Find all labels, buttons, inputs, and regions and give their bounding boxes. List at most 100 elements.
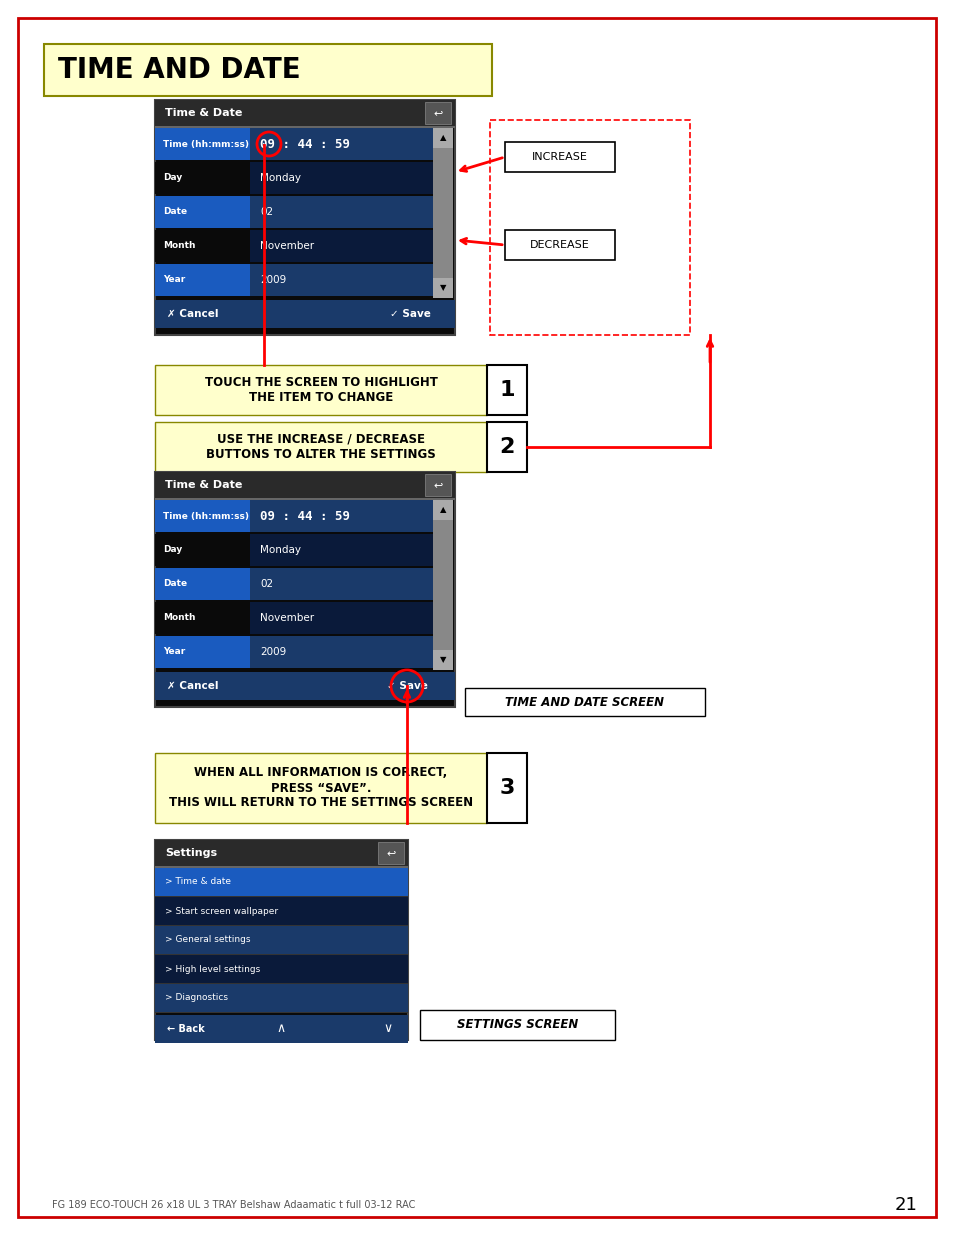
Bar bbox=[250, 636, 433, 668]
Bar bbox=[490, 120, 689, 335]
Text: 09 : 44 : 59: 09 : 44 : 59 bbox=[260, 137, 350, 151]
Text: ✗ Cancel: ✗ Cancel bbox=[167, 309, 218, 319]
Bar bbox=[154, 162, 250, 194]
Bar bbox=[464, 688, 704, 716]
Bar bbox=[154, 472, 455, 706]
Text: ↩: ↩ bbox=[433, 480, 442, 490]
Text: > Diagnostics: > Diagnostics bbox=[165, 993, 228, 1003]
Text: > Start screen wallpaper: > Start screen wallpaper bbox=[165, 906, 278, 915]
Text: Year: Year bbox=[163, 275, 185, 284]
Text: Time (hh:mm:ss): Time (hh:mm:ss) bbox=[163, 140, 249, 148]
Text: 2009: 2009 bbox=[260, 647, 286, 657]
Bar bbox=[154, 866, 408, 868]
Text: TIME AND DATE: TIME AND DATE bbox=[58, 56, 300, 84]
Bar bbox=[154, 534, 250, 566]
Bar bbox=[433, 500, 453, 520]
Text: Day: Day bbox=[163, 546, 182, 555]
Text: Year: Year bbox=[163, 647, 185, 657]
Bar bbox=[154, 264, 250, 296]
Bar bbox=[154, 955, 408, 983]
Bar bbox=[250, 568, 433, 600]
Text: ↩: ↩ bbox=[386, 848, 395, 858]
Text: > Time & date: > Time & date bbox=[165, 878, 231, 887]
Bar bbox=[154, 672, 455, 700]
Bar bbox=[250, 500, 433, 532]
Bar bbox=[154, 1015, 408, 1044]
Bar bbox=[154, 100, 455, 335]
Text: ▲: ▲ bbox=[439, 505, 446, 515]
Text: ∧: ∧ bbox=[276, 1023, 285, 1035]
Text: November: November bbox=[260, 613, 314, 622]
Text: INCREASE: INCREASE bbox=[532, 152, 587, 162]
Bar bbox=[250, 264, 433, 296]
Bar bbox=[250, 128, 433, 161]
Bar bbox=[154, 568, 250, 600]
Text: Day: Day bbox=[163, 173, 182, 183]
Text: Monday: Monday bbox=[260, 545, 301, 555]
Bar bbox=[250, 230, 433, 262]
Bar bbox=[433, 128, 453, 148]
Bar bbox=[486, 753, 526, 823]
Bar bbox=[154, 498, 455, 500]
Bar bbox=[250, 601, 433, 634]
Bar bbox=[154, 366, 486, 415]
Text: 21: 21 bbox=[894, 1195, 917, 1214]
Text: ✓ Save: ✓ Save bbox=[386, 680, 427, 692]
Text: WHEN ALL INFORMATION IS CORRECT,
PRESS “SAVE”.
THIS WILL RETURN TO THE SETTINGS : WHEN ALL INFORMATION IS CORRECT, PRESS “… bbox=[169, 767, 473, 809]
Text: ✓ Save: ✓ Save bbox=[390, 309, 431, 319]
Bar bbox=[154, 636, 250, 668]
Text: ▼: ▼ bbox=[439, 656, 446, 664]
Text: Time (hh:mm:ss): Time (hh:mm:ss) bbox=[163, 511, 249, 520]
Text: 2: 2 bbox=[498, 437, 515, 457]
Bar bbox=[154, 196, 250, 228]
Text: ↩: ↩ bbox=[433, 107, 442, 119]
Bar bbox=[486, 422, 526, 472]
Text: Date: Date bbox=[163, 579, 187, 589]
Text: TIME AND DATE SCREEN: TIME AND DATE SCREEN bbox=[505, 695, 664, 709]
Bar bbox=[433, 278, 453, 298]
Text: Month: Month bbox=[163, 614, 195, 622]
Text: Time & Date: Time & Date bbox=[165, 480, 242, 490]
Bar bbox=[433, 650, 453, 671]
Text: > High level settings: > High level settings bbox=[165, 965, 260, 973]
Bar bbox=[154, 500, 250, 532]
Text: FG 189 ECO-TOUCH 26 x18 UL 3 TRAY Belshaw Adaamatic t full 03-12 RAC: FG 189 ECO-TOUCH 26 x18 UL 3 TRAY Belsha… bbox=[52, 1200, 415, 1210]
Text: 02: 02 bbox=[260, 207, 273, 217]
Text: Settings: Settings bbox=[165, 848, 217, 858]
Text: SETTINGS SCREEN: SETTINGS SCREEN bbox=[456, 1019, 578, 1031]
Bar bbox=[154, 601, 250, 634]
Text: Time & Date: Time & Date bbox=[165, 107, 242, 119]
Text: ✗ Cancel: ✗ Cancel bbox=[167, 680, 218, 692]
Bar bbox=[377, 842, 403, 864]
Text: Month: Month bbox=[163, 242, 195, 251]
Text: TOUCH THE SCREEN TO HIGHLIGHT
THE ITEM TO CHANGE: TOUCH THE SCREEN TO HIGHLIGHT THE ITEM T… bbox=[204, 375, 437, 404]
Text: ▼: ▼ bbox=[439, 284, 446, 293]
Bar bbox=[154, 472, 455, 498]
Bar bbox=[44, 44, 492, 96]
Bar bbox=[250, 534, 433, 566]
Bar bbox=[433, 500, 453, 671]
Text: ∨: ∨ bbox=[383, 1023, 392, 1035]
Text: ← Back: ← Back bbox=[167, 1024, 205, 1034]
Bar bbox=[154, 840, 408, 866]
Text: November: November bbox=[260, 241, 314, 251]
Text: 3: 3 bbox=[498, 778, 515, 798]
Bar bbox=[154, 984, 408, 1011]
Bar bbox=[154, 926, 408, 953]
Text: ▲: ▲ bbox=[439, 133, 446, 142]
Bar bbox=[154, 128, 250, 161]
Text: DECREASE: DECREASE bbox=[530, 240, 589, 249]
Text: Date: Date bbox=[163, 207, 187, 216]
Bar bbox=[419, 1010, 615, 1040]
Bar bbox=[504, 230, 615, 261]
Bar bbox=[424, 474, 451, 496]
Bar bbox=[504, 142, 615, 172]
Bar bbox=[154, 897, 408, 925]
Text: 02: 02 bbox=[260, 579, 273, 589]
Text: 1: 1 bbox=[498, 380, 515, 400]
Text: > General settings: > General settings bbox=[165, 935, 251, 945]
Bar bbox=[486, 366, 526, 415]
Bar bbox=[154, 230, 250, 262]
Bar bbox=[250, 196, 433, 228]
Bar bbox=[424, 103, 451, 124]
